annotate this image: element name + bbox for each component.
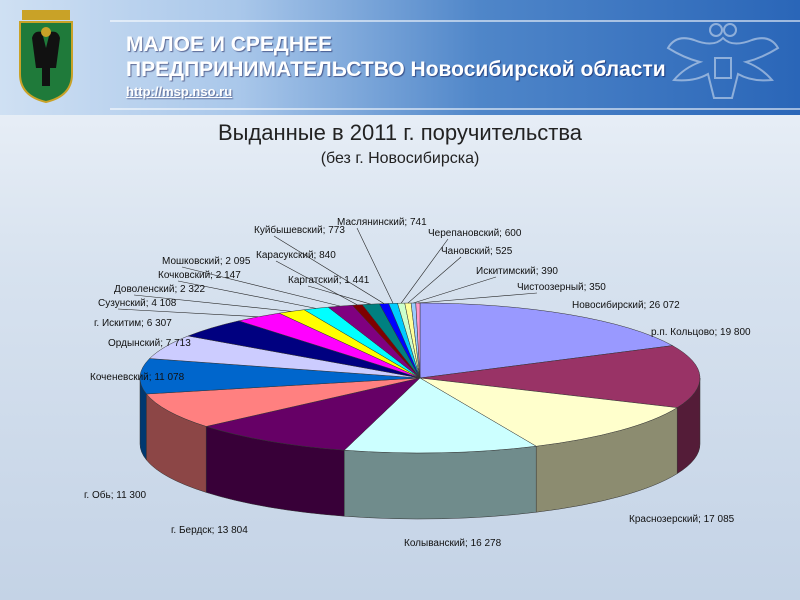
header-title-line2: ПРЕДПРИНИМАТЕЛЬСТВО Новосибирской област… (126, 58, 666, 81)
header-banner: МАЛОЕ И СРЕДНЕЕ ПРЕДПРИНИМАТЕЛЬСТВО Ново… (0, 0, 800, 115)
leader-line (413, 276, 497, 304)
leader-lines (117, 227, 538, 318)
data-label-искитимский: Искитимский; 390 (476, 266, 558, 277)
data-label-кочковский: Кочковский; 2 147 (158, 270, 241, 281)
data-label-г-бердск: г. Бердск; 13 804 (171, 525, 248, 536)
leader-line (400, 238, 449, 304)
data-label-каргатский: Каргатский; 1 441 (288, 275, 370, 286)
leader-line (273, 235, 385, 304)
data-label-куйбышевский: Куйбышевский; 773 (254, 224, 345, 236)
data-label-черепановский: Черепановский; 600 (428, 228, 522, 239)
eagle-emblem-icon (666, 23, 780, 99)
leader-line (356, 227, 394, 304)
header-title-line1: МАЛОЕ И СРЕДНЕЕ (126, 33, 333, 56)
data-label-чановский: Чановский; 525 (441, 246, 513, 257)
data-label-доволенский: Доволенский; 2 322 (114, 284, 205, 295)
data-label-маслянинский: Маслянинский; 741 (337, 217, 427, 228)
pie-slices (139, 302, 701, 454)
coat-of-arms-icon (19, 10, 73, 104)
leader-line (307, 285, 371, 305)
leader-line (407, 256, 462, 304)
leader-line (133, 294, 292, 312)
data-label-чистоозерный: Чистоозерный; 350 (517, 282, 606, 293)
chart-subtitle: (без г. Новосибирска) (320, 150, 480, 167)
leader-line (275, 260, 358, 306)
slice-коченевский (139, 358, 421, 395)
data-label-колыванский: Колыванский; 16 278 (404, 538, 502, 549)
slice-р-п-кольцово (419, 345, 701, 408)
slice-г-бердск (205, 377, 421, 451)
data-label-г-искитим: г. Искитим; 6 307 (94, 318, 172, 329)
data-labels: Новосибирский; 26 072 р.п. Кольцово; 19 8… (84, 217, 751, 549)
pie-sides (139, 377, 701, 520)
data-label-г-обь: г. Обь; 11 300 (84, 489, 147, 501)
slice-side-колыванский (344, 445, 537, 520)
leader-line (417, 292, 538, 304)
header-stripe (110, 20, 800, 22)
header-stripe (110, 108, 800, 110)
data-label-р-п-кольцово: р.п. Кольцово; 19 800 (651, 327, 751, 338)
slice-новосибирский (419, 302, 674, 379)
data-label-сузунский: Сузунский; 4 108 (98, 298, 177, 309)
header-url-link[interactable]: http://msp.nso.ru (126, 84, 233, 99)
data-label-новосибирский: Новосибирский; 26 072 (572, 299, 680, 311)
data-label-ордынский: Ордынский; 7 713 (108, 338, 191, 349)
data-label-коченевский: Коченевский; 11 078 (90, 372, 185, 383)
leader-line (181, 266, 341, 307)
leader-line (177, 280, 317, 309)
chart-title: Выданные в 2011 г. поручительства (217, 120, 583, 145)
slice-краснозерский (419, 377, 678, 447)
leader-line (117, 308, 259, 318)
data-label-карасукский: Карасукский; 840 (256, 250, 336, 261)
data-label-мошковский: Мошковский; 2 095 (162, 256, 251, 267)
slice-колыванский (343, 377, 537, 454)
data-label-краснозерский: Краснозерский; 17 085 (629, 514, 735, 525)
